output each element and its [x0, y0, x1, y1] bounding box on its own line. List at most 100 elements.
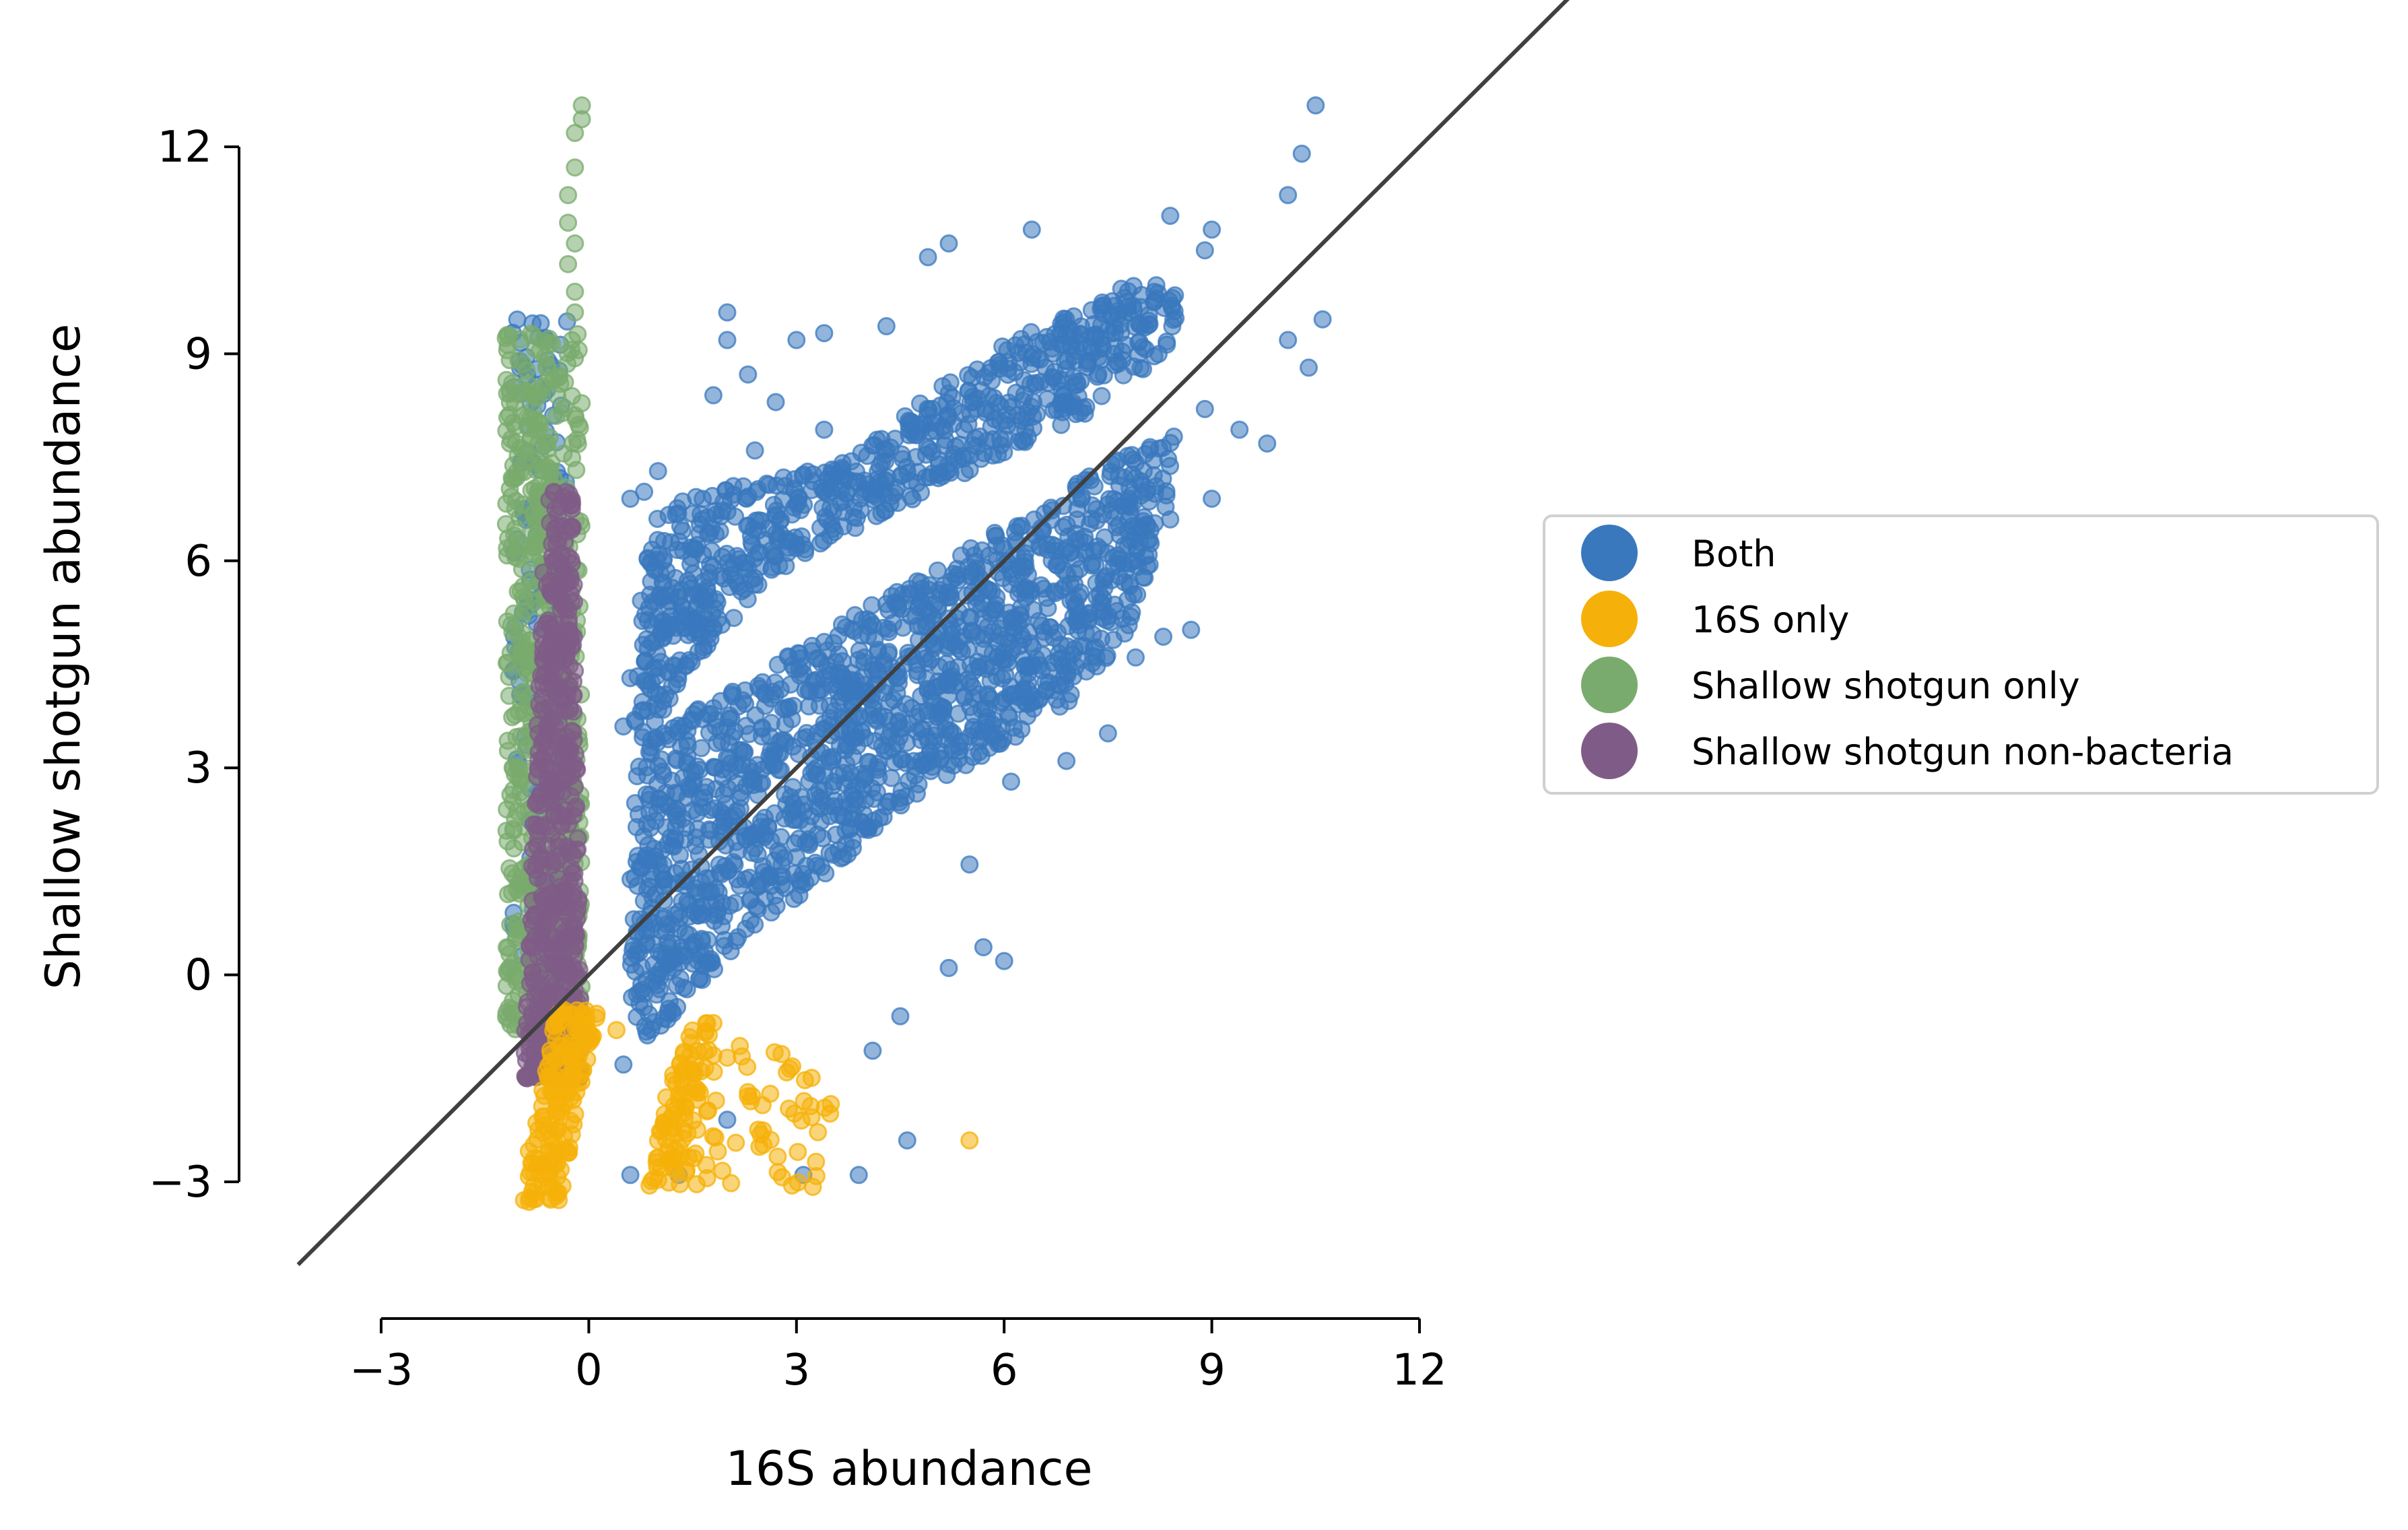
scatter-point: [1002, 772, 1020, 791]
scatter-point: [1015, 557, 1034, 576]
scatter-point: [667, 976, 686, 995]
scatter-point: [549, 634, 568, 653]
scatter-point: [1040, 661, 1059, 680]
scatter-point: [566, 124, 584, 142]
scatter-point: [767, 476, 786, 495]
scatter-point: [964, 662, 983, 681]
scatter-point: [729, 550, 748, 568]
scatter-point: [751, 558, 770, 576]
scatter-point: [547, 1187, 566, 1205]
scatter-point: [697, 1156, 716, 1174]
scatter-point: [633, 692, 652, 711]
scatter-point: [648, 1149, 667, 1167]
scatter-point: [706, 1128, 725, 1147]
scatter-point: [718, 331, 737, 350]
scatter-point: [546, 1051, 565, 1069]
scatter-point: [524, 326, 543, 345]
scatter-point: [1002, 609, 1021, 628]
scatter-point: [560, 621, 578, 640]
scatter-point: [1114, 554, 1133, 573]
scatter-point: [552, 544, 571, 563]
scatter-point: [523, 523, 542, 542]
scatter-point: [987, 536, 1006, 555]
scatter-point: [711, 817, 730, 836]
scatter-point: [846, 688, 865, 706]
scatter-point: [1085, 477, 1104, 496]
scatter-point: [762, 741, 780, 760]
scatter-point: [846, 472, 865, 491]
x-axis-title: 16S abundance: [725, 1441, 1092, 1496]
scatter-point: [673, 597, 691, 616]
scatter-point: [525, 1149, 543, 1168]
scatter-point: [540, 491, 559, 510]
scatter-point: [768, 1148, 787, 1166]
scatter-point: [1123, 603, 1141, 622]
scatter-point: [1104, 508, 1123, 527]
scatter-point: [1129, 558, 1147, 576]
scatter-point: [504, 456, 523, 475]
scatter-point: [691, 584, 710, 603]
scatter-point: [1013, 669, 1032, 688]
scatter-point: [500, 667, 519, 686]
scatter-point: [1125, 585, 1143, 603]
scatter-point: [801, 1097, 820, 1115]
scatter-point: [880, 693, 898, 712]
scatter-point: [671, 517, 690, 535]
scatter-point: [865, 709, 884, 728]
scatter-point: [692, 929, 711, 948]
scatter-point: [1030, 690, 1048, 708]
scatter-point: [682, 1034, 701, 1053]
scatter-point: [1061, 327, 1079, 346]
scatter-point: [628, 941, 647, 960]
scatter-point: [949, 658, 968, 677]
scatter-point: [671, 1174, 690, 1193]
scatter-point: [718, 1110, 737, 1129]
scatter-point: [638, 814, 657, 833]
scatter-point: [814, 720, 832, 738]
scatter-point: [719, 709, 738, 728]
scatter-point: [567, 461, 586, 479]
scatter-point: [689, 700, 708, 719]
scatter-point: [718, 303, 737, 322]
scatter-point: [711, 721, 730, 740]
scatter-point: [877, 317, 896, 335]
scatter-point: [1057, 752, 1076, 770]
scatter-point: [980, 581, 999, 600]
scatter-point: [509, 543, 528, 562]
scatter-point: [536, 816, 554, 834]
scatter-point: [799, 681, 818, 700]
scatter-point: [863, 596, 881, 615]
scatter-point: [875, 618, 893, 637]
scatter-point: [504, 839, 523, 858]
scatter-point: [856, 768, 875, 787]
scatter-point: [530, 342, 549, 361]
scatter-point: [1127, 648, 1145, 667]
scatter-point: [1153, 469, 1172, 488]
scatter-point: [943, 388, 962, 407]
scatter-point: [706, 525, 725, 543]
scatter-point: [562, 1111, 580, 1130]
scatter-point: [644, 1170, 663, 1189]
scatter-point: [830, 692, 848, 710]
scatter-point: [1306, 96, 1325, 114]
scatter-point: [1083, 625, 1102, 644]
scatter-point: [668, 499, 687, 518]
scatter-point: [729, 697, 748, 716]
scatter-point: [512, 560, 531, 578]
scatter-point: [1062, 543, 1081, 562]
scatter-point: [682, 653, 701, 671]
scatter-point: [640, 598, 659, 617]
scatter-point: [1083, 554, 1102, 572]
scatter-point: [765, 804, 784, 823]
scatter-point: [939, 754, 958, 773]
scatter-point: [527, 1114, 546, 1132]
scatter-point: [563, 518, 582, 537]
scatter-point: [555, 598, 574, 617]
scatter-point: [822, 1095, 840, 1113]
scatter-point: [559, 213, 578, 232]
scatter-point: [745, 441, 764, 460]
scatter-point: [849, 1166, 868, 1185]
scatter-point: [805, 761, 824, 780]
scatter-point: [729, 928, 747, 947]
scatter-point: [711, 692, 730, 710]
